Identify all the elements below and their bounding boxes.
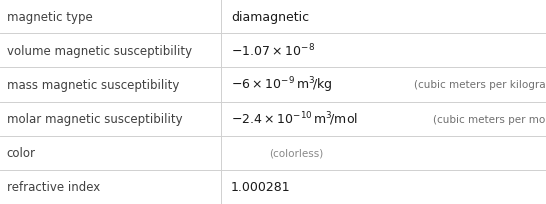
Text: refractive index: refractive index [7, 181, 100, 193]
Text: (cubic meters per mole): (cubic meters per mole) [433, 114, 546, 124]
Text: (colorless): (colorless) [269, 148, 323, 158]
Text: $-6\times10^{-9}\,\mathrm{m}^3\!/\mathrm{kg}$: $-6\times10^{-9}\,\mathrm{m}^3\!/\mathrm… [231, 75, 333, 95]
Text: color: color [7, 146, 35, 160]
Text: (cubic meters per kilogram): (cubic meters per kilogram) [414, 80, 546, 90]
Text: diamagnetic: diamagnetic [231, 11, 309, 23]
Text: mass magnetic susceptibility: mass magnetic susceptibility [7, 79, 179, 91]
Text: volume magnetic susceptibility: volume magnetic susceptibility [7, 44, 192, 58]
Text: $-2.4\times10^{-10}\,\mathrm{m}^3\!/\mathrm{mol}$: $-2.4\times10^{-10}\,\mathrm{m}^3\!/\mat… [231, 110, 358, 128]
Text: magnetic type: magnetic type [7, 11, 92, 23]
Text: $-1.07\times10^{-8}$: $-1.07\times10^{-8}$ [231, 43, 315, 59]
Text: molar magnetic susceptibility: molar magnetic susceptibility [7, 113, 182, 125]
Text: 1.000281: 1.000281 [231, 181, 290, 193]
